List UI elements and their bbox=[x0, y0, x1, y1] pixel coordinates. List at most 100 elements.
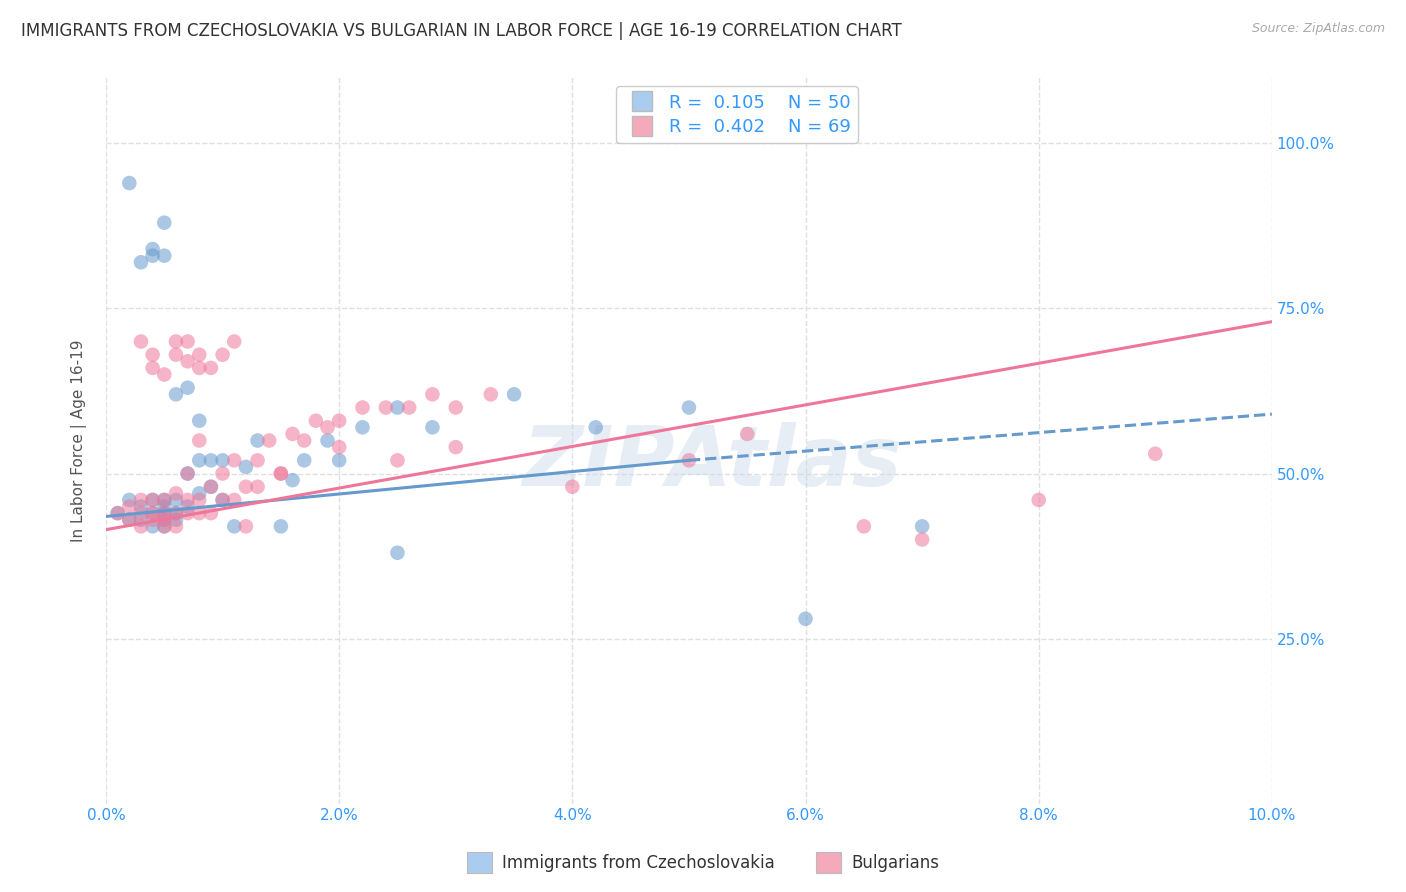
Point bbox=[107, 506, 129, 520]
Point bbox=[176, 381, 198, 395]
Point bbox=[200, 453, 222, 467]
Point bbox=[118, 513, 141, 527]
Point bbox=[235, 459, 257, 474]
Point bbox=[153, 249, 176, 263]
Point bbox=[585, 420, 607, 434]
Point bbox=[165, 519, 187, 533]
Point bbox=[153, 506, 176, 520]
Point bbox=[211, 492, 233, 507]
Point bbox=[142, 506, 165, 520]
Point bbox=[316, 420, 339, 434]
Point bbox=[292, 434, 315, 448]
Point bbox=[387, 546, 409, 560]
Point bbox=[153, 513, 176, 527]
Point bbox=[142, 492, 165, 507]
Point bbox=[387, 401, 409, 415]
Point bbox=[188, 348, 211, 362]
Point bbox=[153, 506, 176, 520]
Point bbox=[735, 426, 758, 441]
Point bbox=[129, 255, 152, 269]
Point bbox=[107, 506, 129, 520]
Point bbox=[200, 360, 222, 375]
Point bbox=[142, 513, 165, 527]
Legend: Immigrants from Czechoslovakia, Bulgarians: Immigrants from Czechoslovakia, Bulgaria… bbox=[460, 846, 946, 880]
Point bbox=[224, 334, 246, 349]
Point bbox=[328, 440, 350, 454]
Point bbox=[246, 480, 269, 494]
Point bbox=[142, 348, 165, 362]
Point bbox=[224, 492, 246, 507]
Text: Source: ZipAtlas.com: Source: ZipAtlas.com bbox=[1251, 22, 1385, 36]
Point bbox=[422, 387, 444, 401]
Point bbox=[200, 480, 222, 494]
Point bbox=[129, 506, 152, 520]
Point bbox=[211, 467, 233, 481]
Point bbox=[852, 519, 875, 533]
Point bbox=[224, 453, 246, 467]
Point bbox=[281, 473, 304, 487]
Point bbox=[188, 434, 211, 448]
Point bbox=[176, 467, 198, 481]
Point bbox=[211, 348, 233, 362]
Text: ZIPAtlas: ZIPAtlas bbox=[523, 422, 903, 503]
Point bbox=[328, 453, 350, 467]
Point bbox=[270, 467, 292, 481]
Point bbox=[387, 453, 409, 467]
Point bbox=[153, 519, 176, 533]
Point bbox=[1028, 492, 1050, 507]
Point bbox=[188, 414, 211, 428]
Point bbox=[153, 492, 176, 507]
Point bbox=[270, 519, 292, 533]
Point bbox=[142, 360, 165, 375]
Point bbox=[153, 492, 176, 507]
Point bbox=[118, 176, 141, 190]
Point bbox=[235, 480, 257, 494]
Point bbox=[142, 492, 165, 507]
Point bbox=[129, 500, 152, 514]
Point bbox=[352, 420, 374, 434]
Point bbox=[118, 513, 141, 527]
Point bbox=[142, 249, 165, 263]
Point bbox=[176, 506, 198, 520]
Point bbox=[129, 492, 152, 507]
Point bbox=[1144, 447, 1167, 461]
Point bbox=[165, 334, 187, 349]
Point bbox=[911, 519, 934, 533]
Point bbox=[176, 500, 198, 514]
Point bbox=[165, 348, 187, 362]
Point bbox=[165, 513, 187, 527]
Point bbox=[129, 513, 152, 527]
Point bbox=[911, 533, 934, 547]
Point bbox=[211, 492, 233, 507]
Point bbox=[176, 467, 198, 481]
Point bbox=[211, 453, 233, 467]
Point bbox=[153, 513, 176, 527]
Point bbox=[270, 467, 292, 481]
Point bbox=[118, 492, 141, 507]
Point bbox=[374, 401, 396, 415]
Point bbox=[257, 434, 280, 448]
Point bbox=[153, 216, 176, 230]
Point bbox=[794, 612, 817, 626]
Point bbox=[678, 401, 700, 415]
Point bbox=[165, 486, 187, 500]
Point bbox=[142, 506, 165, 520]
Point bbox=[328, 414, 350, 428]
Point bbox=[153, 368, 176, 382]
Point bbox=[118, 500, 141, 514]
Point bbox=[444, 440, 467, 454]
Point bbox=[422, 420, 444, 434]
Point bbox=[176, 354, 198, 368]
Point bbox=[200, 480, 222, 494]
Point bbox=[678, 453, 700, 467]
Point bbox=[235, 519, 257, 533]
Point bbox=[444, 401, 467, 415]
Point bbox=[188, 486, 211, 500]
Point bbox=[188, 453, 211, 467]
Point bbox=[316, 434, 339, 448]
Point bbox=[246, 434, 269, 448]
Point bbox=[292, 453, 315, 467]
Legend: R =  0.105    N = 50, R =  0.402    N = 69: R = 0.105 N = 50, R = 0.402 N = 69 bbox=[616, 87, 858, 144]
Point bbox=[176, 334, 198, 349]
Point bbox=[142, 242, 165, 256]
